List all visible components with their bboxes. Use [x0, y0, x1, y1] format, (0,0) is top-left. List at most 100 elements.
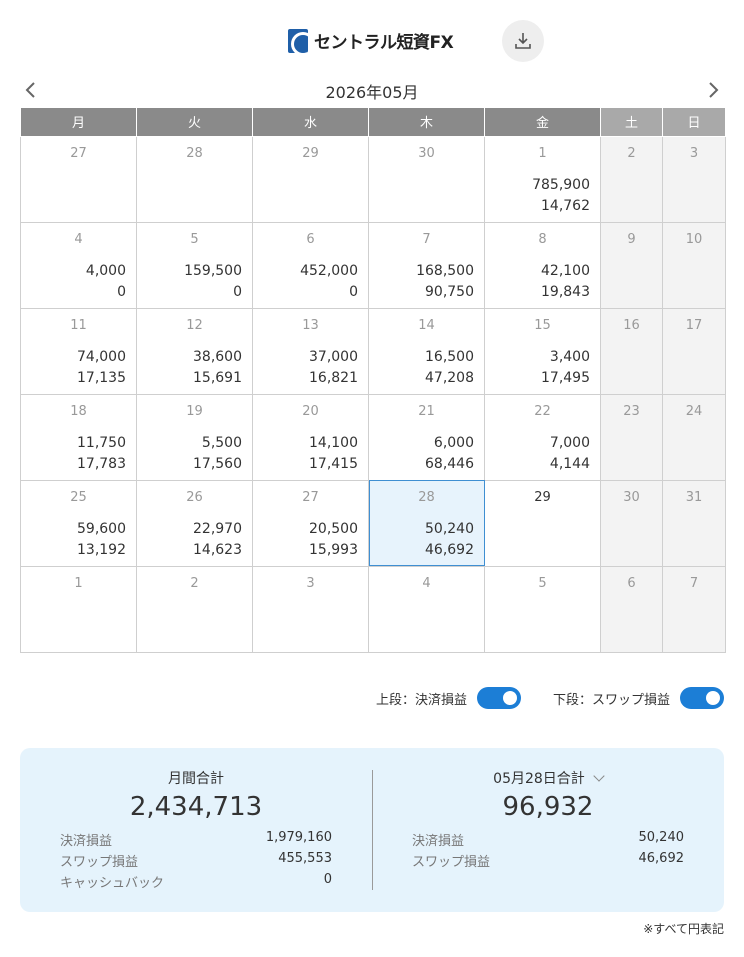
day-number: 25	[70, 489, 87, 505]
weekday-label: 金	[484, 108, 601, 137]
calendar-day-cell[interactable]: 3	[252, 565, 369, 653]
settlement-pnl-value: 168,500	[416, 262, 474, 279]
app-header: セントラル短資FX	[0, 0, 744, 80]
summary-row-label: スワップ損益	[412, 855, 491, 870]
swap-pnl-value: 17,560	[193, 455, 242, 472]
calendar-day-cell[interactable]: 27 20,500 15,993	[252, 479, 369, 567]
day-number: 30	[623, 489, 640, 505]
calendar-day-cell[interactable]: 31	[662, 479, 726, 567]
calendar-day-cell[interactable]: 26 22,970 14,623	[136, 479, 253, 567]
calendar-day-cell[interactable]: 13 37,000 16,821	[252, 307, 369, 395]
download-icon	[515, 33, 531, 49]
calendar-day-cell[interactable]: 28 50,240 46,692	[368, 479, 485, 567]
summary-row-label: スワップ損益	[60, 855, 139, 870]
calendar-day-cell[interactable]: 14 16,500 47,208	[368, 307, 485, 395]
swap-pnl-value: 0	[349, 283, 358, 300]
day-number: 14	[418, 317, 435, 333]
calendar-day-cell[interactable]: 21 6,000 68,446	[368, 393, 485, 481]
swap-pnl-value: 17,495	[541, 369, 590, 386]
logo-text: セントラル短資FX	[314, 33, 454, 53]
calendar-day-cell[interactable]: 6 452,000 0	[252, 221, 369, 309]
day-number: 15	[534, 317, 551, 333]
calendar-day-cell[interactable]: 24	[662, 393, 726, 481]
day-number: 31	[685, 489, 703, 505]
summary-divider	[372, 770, 373, 890]
calendar-day-cell[interactable]: 28	[136, 135, 253, 223]
next-month-button[interactable]	[704, 78, 724, 102]
weekday-label: 木	[368, 108, 485, 137]
upper-toggle-switch[interactable]	[476, 687, 521, 709]
calendar-day-cell[interactable]: 30	[600, 479, 663, 567]
calendar-day-cell[interactable]: 27	[20, 135, 137, 223]
calendar-day-cell[interactable]: 5	[484, 565, 601, 653]
calendar-day-cell[interactable]: 10	[662, 221, 726, 309]
lower-toggle-switch[interactable]	[680, 687, 724, 709]
swap-pnl-value: 0	[117, 283, 126, 300]
summary-row-value: 455,553	[278, 851, 332, 866]
calendar-day-cell[interactable]: 7	[662, 565, 726, 653]
day-number: 29	[302, 145, 319, 161]
weekday-label: 水	[252, 108, 369, 137]
chevron-left-icon	[25, 82, 35, 98]
day-number: 13	[302, 317, 319, 333]
calendar-day-cell[interactable]: 5 159,500 0	[136, 221, 253, 309]
calendar-week-row: 25 59,600 13,192 26 22,970 14,623 27 20,500 15,9…	[20, 479, 726, 567]
calendar-day-cell[interactable]: 4	[368, 565, 485, 653]
calendar-day-cell[interactable]: 29	[484, 479, 601, 567]
daily-summary-title[interactable]: 05月28日合計	[372, 768, 724, 788]
calendar-day-cell[interactable]: 6	[600, 565, 663, 653]
calendar-day-cell[interactable]: 18 11,750 17,783	[20, 393, 137, 481]
calendar-week-row: 11 74,000 17,135 12 38,600 15,691 13 37,000 16,8…	[20, 307, 726, 395]
day-number: 6	[627, 575, 636, 591]
prev-month-button[interactable]	[20, 78, 40, 102]
day-number: 16	[623, 317, 640, 333]
calendar-day-cell[interactable]: 29	[252, 135, 369, 223]
swap-pnl-value: 15,691	[193, 369, 242, 386]
day-number: 28	[418, 489, 435, 505]
daily-total: 96,932	[502, 792, 594, 822]
swap-pnl-value: 17,415	[309, 455, 358, 472]
calendar-day-cell[interactable]: 19 5,500 17,560	[136, 393, 253, 481]
calendar-day-cell[interactable]: 4 4,000 0	[20, 221, 137, 309]
swap-pnl-value: 14,623	[193, 541, 242, 558]
swap-pnl-value: 47,208	[425, 369, 474, 386]
calendar-day-cell[interactable]: 12 38,600 15,691	[136, 307, 253, 395]
calendar-day-cell[interactable]: 11 74,000 17,135	[20, 307, 137, 395]
download-button[interactable]	[502, 20, 544, 62]
day-number: 4	[422, 575, 431, 591]
calendar-day-cell[interactable]: 23	[600, 393, 663, 481]
day-number: 17	[685, 317, 703, 333]
calendar-day-cell[interactable]: 8 42,100 19,843	[484, 221, 601, 309]
summary-row: スワップ損益 455,553	[60, 851, 332, 871]
calendar-day-cell[interactable]: 1 785,900 14,762	[484, 135, 601, 223]
month-label: 2026年05月	[325, 83, 419, 102]
settlement-pnl-value: 7,000	[549, 434, 590, 451]
calendar-day-cell[interactable]: 15 3,400 17,495	[484, 307, 601, 395]
calendar-day-cell[interactable]: 25 59,600 13,192	[20, 479, 137, 567]
day-number: 4	[74, 231, 83, 247]
calendar-day-cell[interactable]: 30	[368, 135, 485, 223]
calendar-day-cell[interactable]: 2	[600, 135, 663, 223]
day-number: 30	[418, 145, 435, 161]
day-number: 27	[302, 489, 319, 505]
summary-row-label: 決済損益	[412, 834, 465, 849]
calendar-day-cell[interactable]: 7 168,500 90,750	[368, 221, 485, 309]
day-number: 8	[538, 231, 547, 247]
calendar-day-cell[interactable]: 3	[662, 135, 726, 223]
calendar-day-cell[interactable]: 1	[20, 565, 137, 653]
calendar-week-row: 1 2 3 4 5 6 7	[20, 565, 726, 653]
calendar-day-cell[interactable]: 9	[600, 221, 663, 309]
settlement-pnl-value: 452,000	[300, 262, 358, 279]
swap-pnl-value: 46,692	[425, 541, 474, 558]
day-number: 10	[685, 231, 703, 247]
calendar-day-cell[interactable]: 17	[662, 307, 726, 395]
day-number: 1	[538, 145, 547, 161]
swap-pnl-value: 0	[233, 283, 242, 300]
logo-mark-icon	[288, 28, 308, 53]
monthly-summary: 月間合計 2,434,713 決済損益 1,979,160 スワップ損益 455…	[20, 748, 372, 912]
calendar-day-cell[interactable]: 2	[136, 565, 253, 653]
calendar-day-cell[interactable]: 20 14,100 17,415	[252, 393, 369, 481]
calendar-day-cell[interactable]: 16	[600, 307, 663, 395]
calendar-day-cell[interactable]: 22 7,000 4,144	[484, 393, 601, 481]
settlement-pnl-value: 159,500	[184, 262, 242, 279]
